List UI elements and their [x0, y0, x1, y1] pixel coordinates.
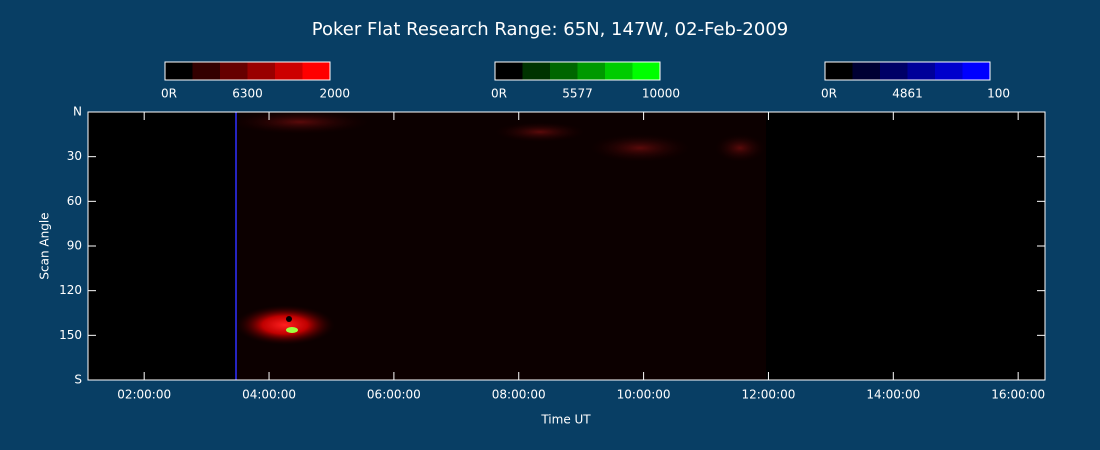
colorbar-segment: [605, 62, 633, 80]
colorbar-label: 0R: [491, 87, 507, 101]
plot-area: [87, 110, 1046, 381]
emission: [495, 122, 585, 142]
emission: [286, 316, 292, 322]
colorbar-segment: [935, 62, 963, 80]
emission: [590, 134, 690, 162]
x-tick-label: 02:00:00: [117, 388, 171, 402]
colorbar-label: 100: [987, 87, 1010, 101]
y-tick-label: 60: [67, 194, 82, 208]
colorbar-segment: [522, 62, 551, 80]
y-tick-label: 150: [59, 328, 82, 342]
colorbar-segment: [192, 62, 221, 80]
colorbar-frame: [164, 61, 331, 81]
x-tick-label: 04:00:00: [242, 388, 296, 402]
colorbar-segment: [220, 62, 248, 80]
y-tick-label: 30: [67, 149, 82, 163]
colorbar-segment: [577, 62, 606, 80]
y-tick-label: 120: [59, 283, 82, 297]
colorbar-segment: [852, 62, 881, 80]
x-tick-label: 14:00:00: [866, 388, 920, 402]
colorbar-segment: [275, 62, 303, 80]
chart-title: Poker Flat Research Range: 65N, 147W, 02…: [312, 19, 788, 40]
colorbar-segment: [907, 62, 936, 80]
colorbar-segment: [550, 62, 578, 80]
x-tick-label: 08:00:00: [492, 388, 546, 402]
y-tick-label: S: [74, 373, 82, 387]
y-axis-title: Scan Angle: [38, 212, 52, 279]
x-tick-label: 10:00:00: [617, 388, 671, 402]
y-tick-label: 90: [67, 239, 82, 253]
colorbar-segment: [825, 62, 853, 80]
colorbar-segment: [302, 62, 331, 80]
colorbar-label: 6300: [232, 87, 263, 101]
colorbar-segment: [632, 62, 661, 80]
x-tick-label: 06:00:00: [367, 388, 421, 402]
colorbar-segment: [247, 62, 276, 80]
colorbar-segment: [495, 62, 523, 80]
emission: [715, 134, 765, 162]
emission: [230, 110, 370, 134]
colorbar-label: 0R: [161, 87, 177, 101]
emission: [286, 327, 298, 333]
colorbar-label: 5577: [562, 87, 593, 101]
colorbar-frame: [824, 61, 991, 81]
colorbar-frame: [494, 61, 661, 81]
y-tick-label: N: [73, 105, 82, 119]
x-tick-label: 12:00:00: [741, 388, 795, 402]
colorbar-label: 4861: [892, 87, 923, 101]
colorbar-segment: [962, 62, 991, 80]
colorbar-label: 0R: [821, 87, 837, 101]
x-tick-label: 16:00:00: [991, 388, 1045, 402]
x-axis-title: Time UT: [540, 413, 591, 427]
colorbar-segment: [165, 62, 193, 80]
colorbar-segment: [880, 62, 908, 80]
colorbar-label: 10000: [642, 87, 680, 101]
emission: [235, 305, 335, 345]
colorbar-label: 2000: [319, 87, 350, 101]
